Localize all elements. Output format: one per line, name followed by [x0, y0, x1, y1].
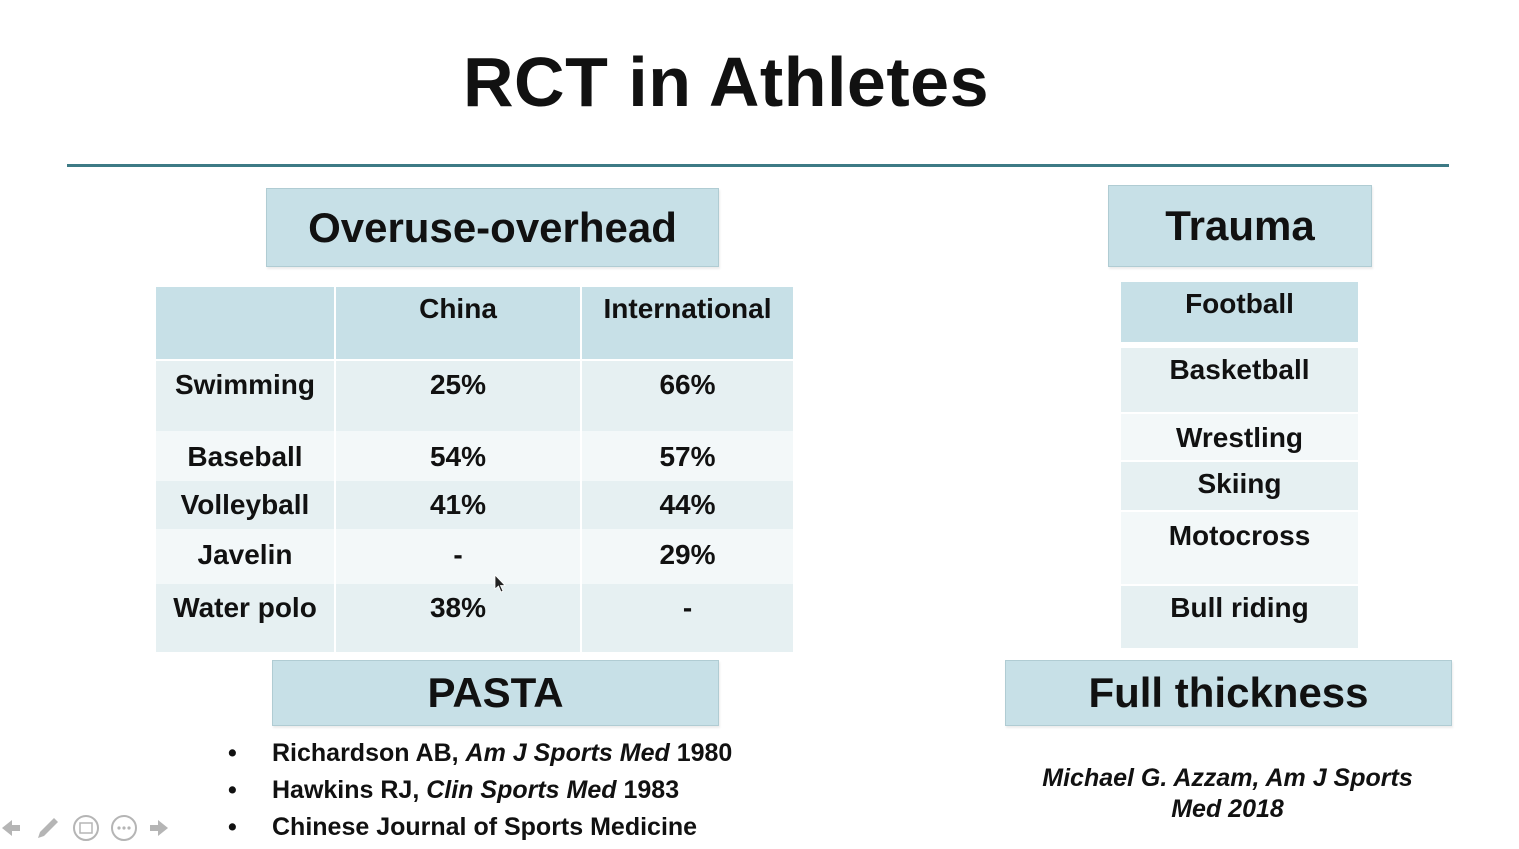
citation-line-1: Michael G. Azzam, Am J Sports — [1042, 764, 1413, 792]
sport-cell: Volleyball — [156, 481, 334, 529]
china-cell: 41% — [336, 481, 580, 529]
title-divider — [67, 164, 1449, 167]
china-cell: 38% — [336, 584, 580, 652]
table-header-empty — [156, 287, 334, 361]
sport-cell: Baseball — [156, 431, 334, 481]
reference-author: Hawkins RJ, — [272, 776, 427, 804]
reference-item: • Hawkins RJ, Clin Sports Med 1983 — [228, 776, 680, 804]
trauma-item-bull-riding: Bull riding — [1121, 586, 1358, 650]
reference-author: Chinese Journal of Sports Medicine — [272, 813, 698, 841]
reference-year: 1980 — [669, 739, 733, 767]
sport-cell: Water polo — [156, 584, 334, 652]
trauma-heading: Trauma — [1108, 185, 1372, 267]
trauma-list: Football Basketball Wrestling Skiing Mot… — [1121, 282, 1358, 650]
slides-icon[interactable] — [72, 814, 100, 842]
trauma-item-motocross: Motocross — [1121, 512, 1358, 586]
reference-author: Richardson AB, — [272, 739, 466, 767]
overuse-table: China International Swimming 25% 66% Bas… — [154, 287, 795, 652]
table-row: Swimming 25% 66% — [156, 361, 793, 431]
international-cell: 29% — [582, 529, 793, 584]
more-icon[interactable] — [110, 814, 138, 842]
reference-journal: Clin Sports Med — [426, 776, 617, 804]
sport-cell: Javelin — [156, 529, 334, 584]
slideshow-toolbar — [0, 814, 190, 844]
full-thickness-heading: Full thickness — [1005, 660, 1452, 726]
trauma-item-skiing: Skiing — [1121, 462, 1358, 512]
international-cell: - — [582, 584, 793, 652]
table-header-row: China International — [156, 287, 793, 361]
overuse-heading: Overuse-overhead — [266, 188, 719, 267]
table-row: Volleyball 41% 44% — [156, 481, 793, 529]
trauma-item-basketball: Basketball — [1121, 348, 1358, 414]
forward-arrow-icon[interactable] — [148, 814, 176, 842]
trauma-item-football: Football — [1121, 282, 1358, 344]
reference-journal: Am J Sports Med — [465, 739, 670, 767]
table-row: Water polo 38% - — [156, 584, 793, 652]
china-cell: 54% — [336, 431, 580, 481]
china-cell: - — [336, 529, 580, 584]
international-cell: 44% — [582, 481, 793, 529]
reference-year: 1983 — [616, 776, 680, 804]
pen-icon[interactable] — [34, 814, 62, 842]
china-cell: 25% — [336, 361, 580, 431]
pasta-heading: PASTA — [272, 660, 719, 726]
back-arrow-icon[interactable] — [0, 814, 22, 842]
azzam-citation: Michael G. Azzam, Am J Sports Med 2018 — [1000, 763, 1455, 825]
mouse-pointer-icon — [494, 574, 506, 594]
table-row: Baseball 54% 57% — [156, 431, 793, 481]
table-row: Javelin - 29% — [156, 529, 793, 584]
reference-item: • Richardson AB, Am J Sports Med 1980 — [228, 739, 733, 767]
trauma-item-wrestling: Wrestling — [1121, 414, 1358, 462]
citation-line-2: Med 2018 — [1171, 795, 1284, 823]
table-header-china: China — [336, 287, 580, 361]
reference-list: • Richardson AB, Am J Sports Med 1980 • Ha… — [228, 737, 732, 848]
slide-title: RCT in Athletes — [462, 43, 990, 121]
international-cell: 66% — [582, 361, 793, 431]
international-cell: 57% — [582, 431, 793, 481]
reference-item: • Chinese Journal of Sports Medicine — [228, 813, 698, 841]
table-header-international: International — [582, 287, 793, 361]
sport-cell: Swimming — [156, 361, 334, 431]
